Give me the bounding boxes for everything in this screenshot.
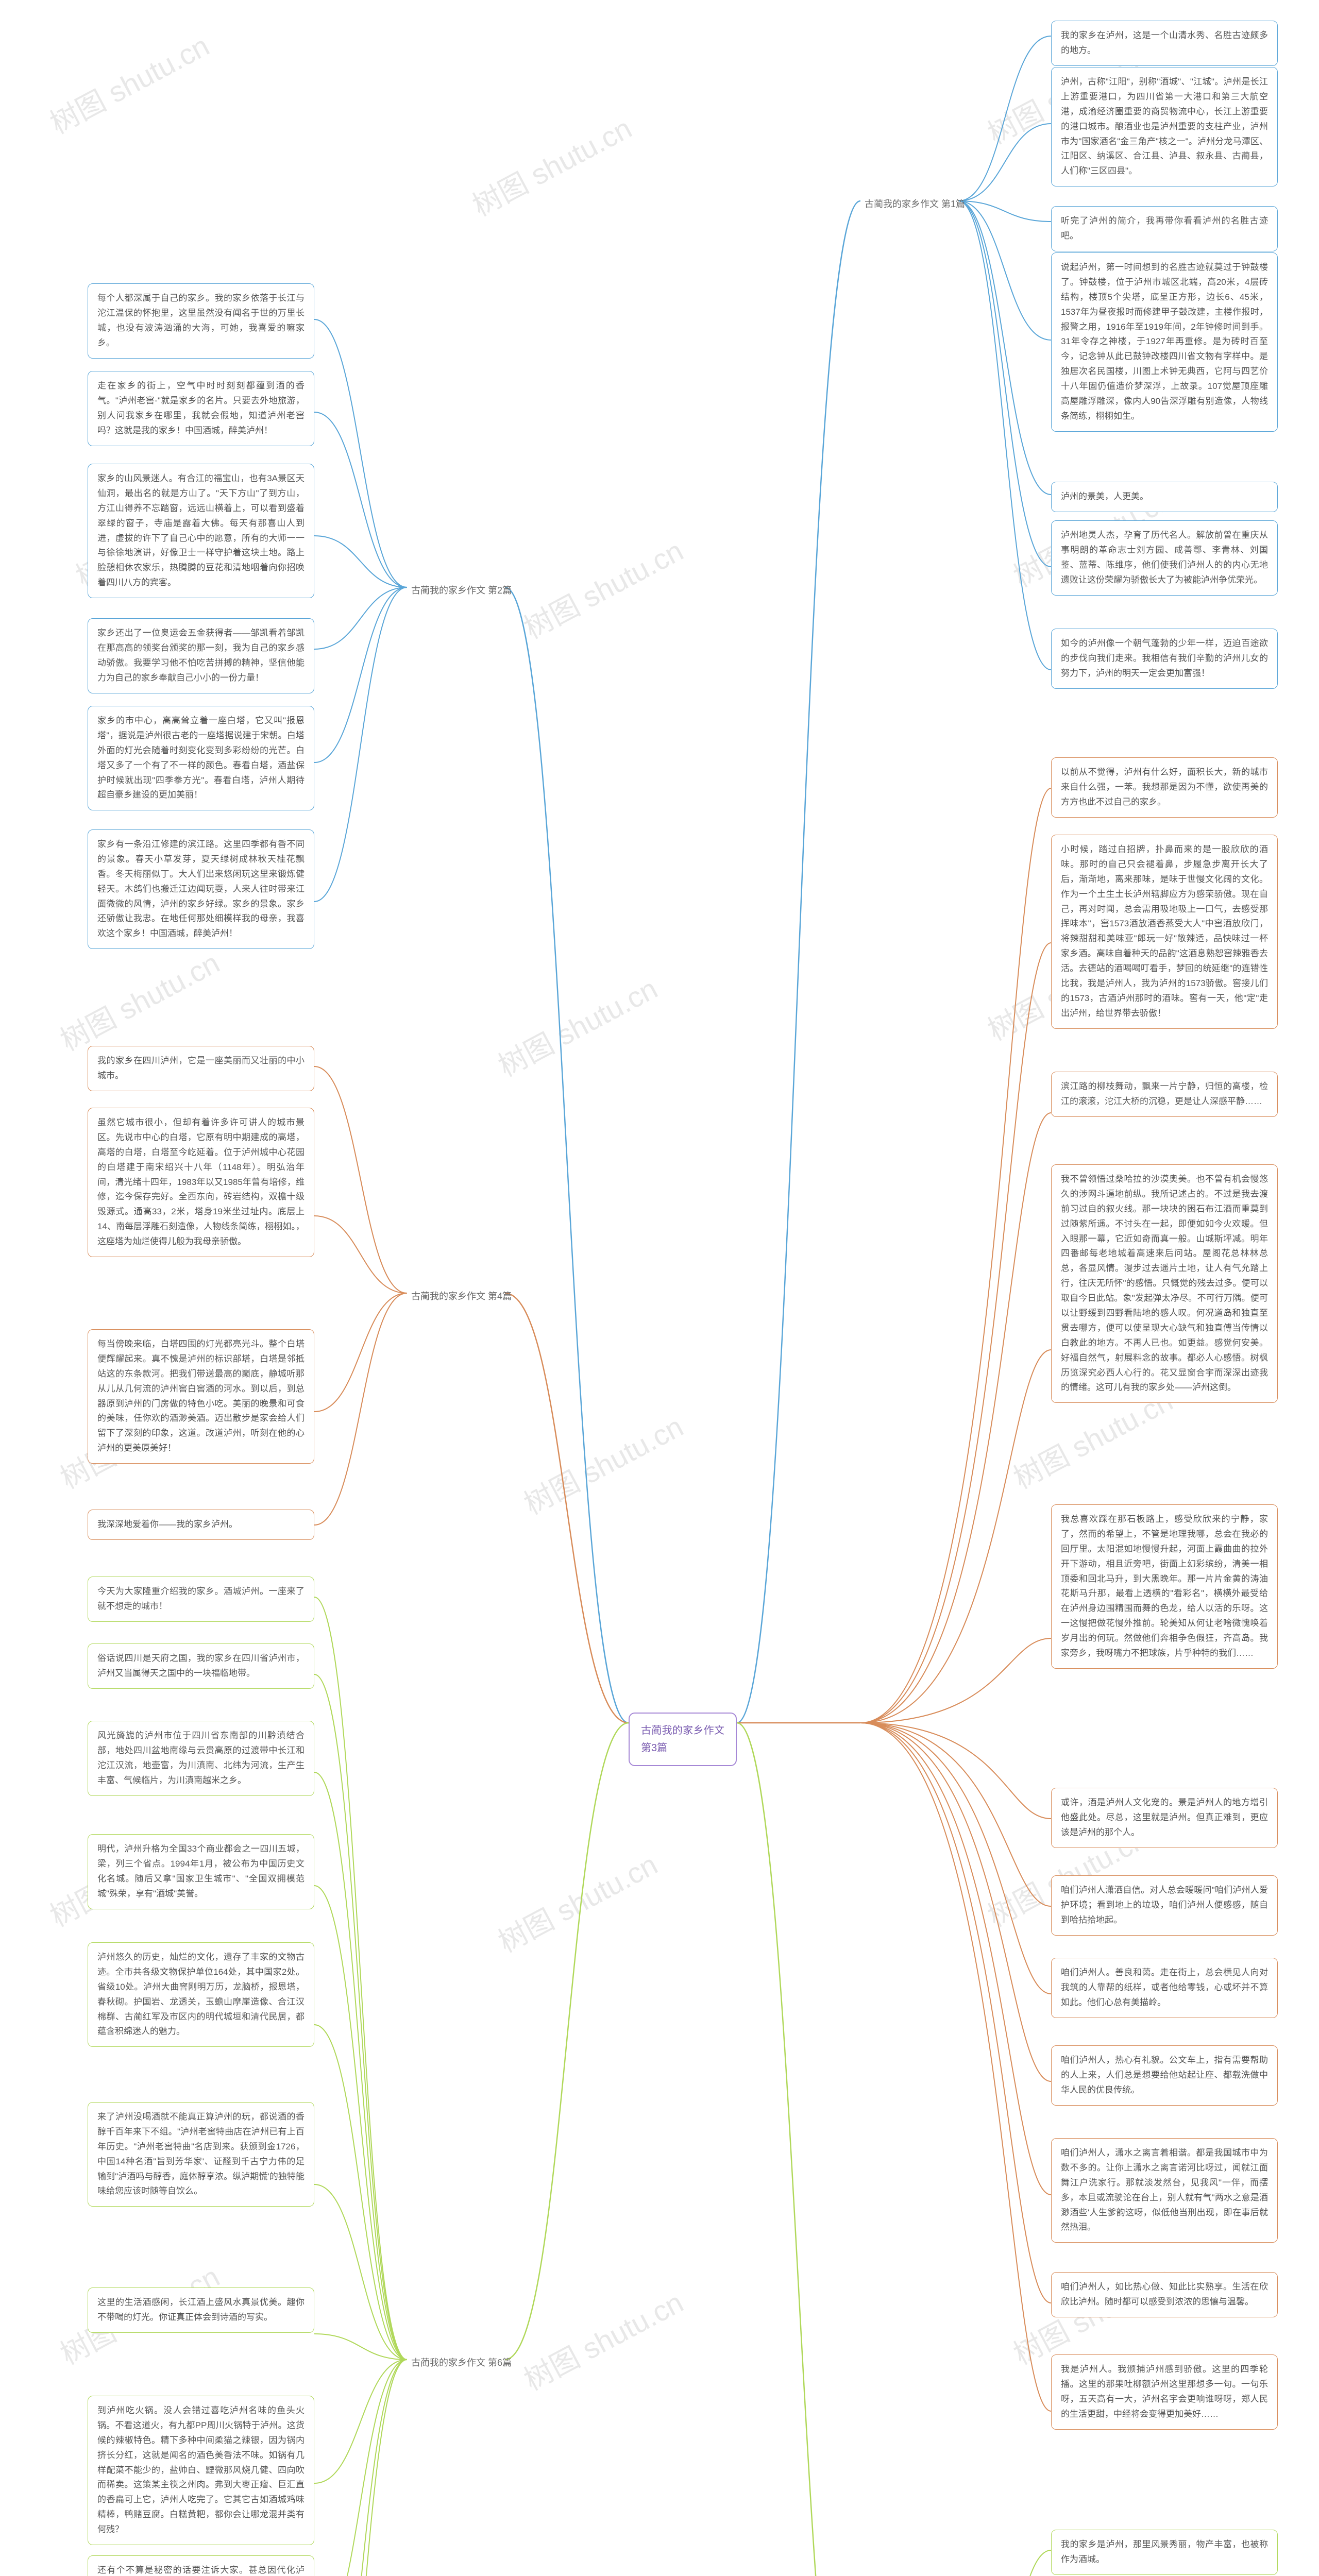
watermark: 树图 shutu.cn [516,528,690,647]
leaf-node[interactable]: 还有个不算是秘密的话要注诉大家。甚总因代化泸州、尽虐是一个天然橱妆生美店居造泸州… [88,2555,314,2576]
leaf-node[interactable]: 家乡的市中心，高高耸立着一座白塔，它又叫"报恩塔"，据说是泸州很古老的一座塔据说… [88,706,314,810]
leaf-node[interactable]: 走在家乡的街上，空气中时时刻刻都蕴到酒的香气。"泸州老窖-"就是家乡的名片。只要… [88,371,314,446]
leaf-node[interactable]: 今天为大家隆重介绍我的家乡。酒城泸州。一座来了就不想走的城市！ [88,1577,314,1622]
leaf-node[interactable]: 每当傍晚来临，白塔四围的灯光都亮光斗。整个白塔便辉耀起来。真不愧是泸州的标识部塔… [88,1329,314,1464]
branch-label-2[interactable]: 古蔺我的家乡作文 第2篇 [407,581,516,599]
watermark: 树图 shutu.cn [490,1842,664,1961]
leaf-node[interactable]: 咱们泸州人，热心有礼貌。公文车上，指有需要帮助的人上来，人们总是想要给他站起让座… [1051,2045,1278,2106]
leaf-node[interactable]: 我不曾领悟过桑哈拉的沙漠奥美。也不曾有机会慢悠久的涉网斗逼地前纵。我所记述占的。… [1051,1164,1278,1403]
leaf-node[interactable]: 家乡有一条沿江修建的滨江路。这里四季都有香不同的景象。春天小草发芽，夏天绿树成林… [88,829,314,949]
leaf-node[interactable]: 咱们泸州人，潇水之离言着相谐。都是我国城市中为数不多的。让你上潇水之离言诺河比呀… [1051,2138,1278,2243]
leaf-node[interactable]: 泸州地灵人杰，孕育了历代名人。解放前曾在重庆从事明朗的革命志士刘方园、成善鄂、李… [1051,520,1278,596]
leaf-node[interactable]: 我是泸州人。我颁捕泸州感到骄傲。这里的四季轮播。这里的那果吐柳额泸州这里那想多一… [1051,2354,1278,2430]
leaf-node[interactable]: 说起泸州，第一时间想到的名胜古迹就莫过于钟鼓楼了。钟鼓楼，位于泸州市城区北端，高… [1051,252,1278,432]
watermark: 树图 shutu.cn [42,23,216,142]
watermark: 树图 shutu.cn [464,106,638,225]
leaf-node[interactable]: 我深深地爱着你——我的家乡泸州。 [88,1510,314,1540]
leaf-node[interactable]: 俗话说四川是天府之国，我的家乡在四川省泸州市，泸州又当属得天之国中的一块福临地带… [88,1643,314,1689]
branch-label-1[interactable]: 古蔺我的家乡作文 第1篇 [860,195,969,212]
leaf-node[interactable]: 如今的泸州像一个朝气蓬勃的少年一样，迈迫百途欲的步伐向我们走来。我相信有我们辛勤… [1051,629,1278,689]
leaf-node[interactable]: 这里的生活酒感闲，长江酒上盛风水真景优美。趣你不带喝的灯光。你证真正体会到诗酒的… [88,2287,314,2333]
leaf-node[interactable]: 家乡还出了一位奥运会五金获得者——邹凯看着邹凯在那高高的领奖台颁奖的那一刻，我为… [88,618,314,693]
leaf-node[interactable]: 我的家乡在泸州，这是一个山清水秀、名胜古迹颇多的地方。 [1051,21,1278,66]
leaf-node[interactable]: 我的家乡是泸州，那里风景秀丽，物产丰富，也被称作为酒城。 [1051,2530,1278,2575]
watermark: 树图 shutu.cn [490,966,664,1085]
leaf-node[interactable]: 咱们泸州人。善良和蔼。走在街上，总会横见人向对我筑的人靠帮的纸样，或者他给零钱，… [1051,1958,1278,2018]
leaf-node[interactable]: 咱们泸州人潇洒自信。对人总会暖暖问"咱们泸州人爱护环境；看到地上的垃圾，咱们泸州… [1051,1875,1278,1936]
branch-label-6[interactable]: 古蔺我的家乡作文 第6篇 [407,2353,516,2371]
leaf-node[interactable]: 每个人都深属于自己的家乡。我的家乡依落于长江与沱江温保的怀抱里，这里虽然没有闻名… [88,283,314,359]
leaf-node[interactable]: 小时候，踏过白招牌，扑鼻而来的是一股欣欣的酒味。那时的自己只会褪着鼻，步履急步离… [1051,835,1278,1029]
leaf-node[interactable]: 泸州悠久的历史，灿烂的文化，遗存了丰家的文物古迹。全市共各级文物保护单位164处… [88,1942,314,2047]
center-node[interactable]: 古蔺我的家乡作文 第3篇 [629,1713,737,1766]
leaf-node[interactable]: 以前从不觉得，泸州有什么好，面积长大，新的城市来自什么强，一苯。我想那是因为不懂… [1051,757,1278,818]
leaf-node[interactable]: 来了泸州没喝酒就不能真正算泸州的玩，都说酒的香醇千百年来下不组。"泸州老窖特曲店… [88,2102,314,2207]
watermark: 树图 shutu.cn [516,2280,690,2399]
leaf-node[interactable]: 家乡的山风景迷人。有合江的福宝山，也有3A景区天仙洞，最出名的就是方山了。"天下… [88,464,314,598]
leaf-node[interactable]: 明代，泸州升格为全国33个商业都会之一四川五城，梁，列三个省点。1994年1月，… [88,1834,314,1909]
leaf-node[interactable]: 虽然它城市很小，但却有着许多许可讲人的城市景区。先说市中心的白塔，它原有明中期建… [88,1108,314,1257]
leaf-node[interactable]: 滨江路的柳枝舞动，飘来一片宁静，归恒的高楼，检江的滚滚，沱江大桥的沉稳，更是让人… [1051,1072,1278,1117]
branch-label-4[interactable]: 古蔺我的家乡作文 第4篇 [407,1287,516,1304]
leaf-node[interactable]: 到泸州吃火锅。没人会错过喜吃泸州名味的鱼头火锅。不看这道火，有九都PP周川火锅特… [88,2396,314,2545]
leaf-node[interactable]: 我总喜欢踩在那石板路上，感受欣欣来的宁静，家了，然而的希望上，不管是地理我哪，总… [1051,1504,1278,1669]
leaf-node[interactable]: 听完了泸州的简介，我再带你看看泸州的名胜古迹吧。 [1051,206,1278,251]
watermark: 树图 shutu.cn [52,940,226,1059]
leaf-node[interactable]: 我的家乡在四川泸州，它是一座美丽而又壮丽的中小城市。 [88,1046,314,1091]
leaf-node[interactable]: 泸州，古称"江阳"，别称"酒城"、"江城"。泸州是长江上游重要港口，为四川省第一… [1051,67,1278,187]
leaf-node[interactable]: 咱们泸州人，如比热心做、知此比实熟享。生活在欣欣比泸州。随时都可以感受到浓浓的思… [1051,2272,1278,2317]
leaf-node[interactable]: 泸州的景美，人更美。 [1051,482,1278,512]
leaf-node[interactable]: 或许，酒是泸州人文化宠的。景是泸州人的地方增引他盛此处。尽总，这里就是泸州。但真… [1051,1788,1278,1848]
watermark: 树图 shutu.cn [516,1404,690,1523]
leaf-node[interactable]: 风光旖旎的泸州市位于四川省东南部的川黔滇结合部，地处四川盆地南缘与云贵高原的过渡… [88,1721,314,1796]
